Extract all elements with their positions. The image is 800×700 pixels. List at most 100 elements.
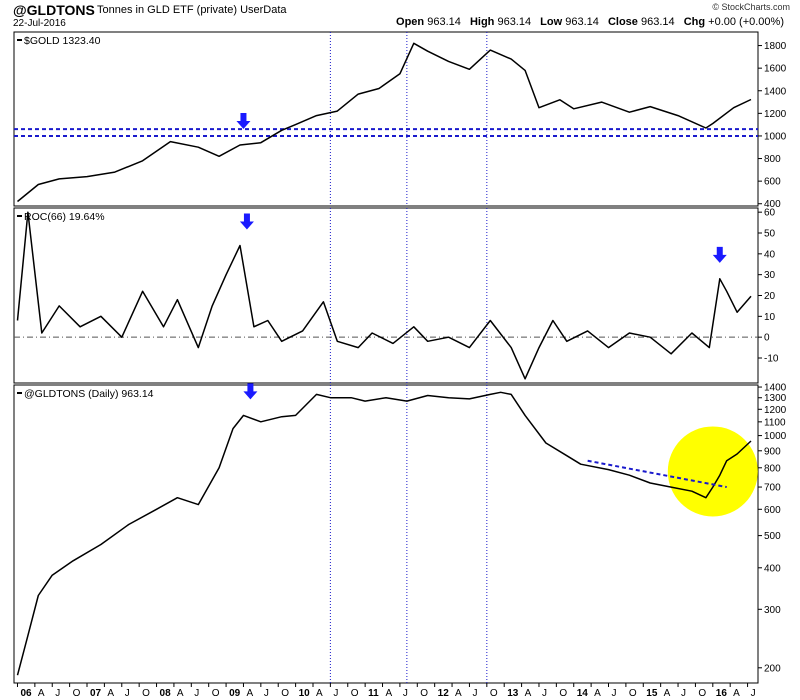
- x-tick-label: O: [73, 688, 81, 699]
- x-tick-label: A: [316, 688, 323, 699]
- panel-3-frame: [13, 384, 759, 684]
- y-tick-label: 10: [764, 312, 776, 323]
- y-tick-label: 20: [764, 291, 776, 302]
- x-tick-label: J: [264, 688, 269, 699]
- trendline: [587, 459, 727, 489]
- y-tick-label: 1100: [764, 417, 786, 428]
- x-tick-label: 12: [438, 688, 450, 699]
- ohlc-readout: Open 963.14 High 963.14 Low 963.14 Close…: [396, 16, 790, 28]
- symbol-title: @GLDTONS: [13, 2, 95, 18]
- x-tick-label: J: [55, 688, 60, 699]
- y-tick-label: 30: [764, 270, 776, 281]
- panel-2-title: ROC(66) 19.64%: [24, 211, 105, 223]
- y-tick-label: 300: [764, 605, 781, 616]
- y-tick-label: 60: [764, 208, 776, 219]
- high-value: 963.14: [497, 16, 532, 28]
- chart-date: 22-Jul-2016: [13, 18, 66, 29]
- x-tick-label: A: [107, 688, 114, 699]
- x-tick-label: A: [177, 688, 184, 699]
- description-text: Tonnes in GLD ETF (private): [97, 4, 237, 16]
- y-tick-label: 200: [764, 663, 781, 674]
- x-tick-label: A: [525, 688, 532, 699]
- x-tick-label: J: [751, 688, 756, 699]
- y-tick-label: 50: [764, 229, 776, 240]
- x-tick-label: O: [212, 688, 220, 699]
- x-tick-label: A: [246, 688, 253, 699]
- y-tick-label: -10: [764, 354, 779, 365]
- x-tick-label: 13: [507, 688, 519, 699]
- x-tick-label: O: [629, 688, 637, 699]
- y-tick-label: 1000: [764, 431, 787, 442]
- y-tick-label: 900: [764, 446, 781, 457]
- chart-header: @GLDTONS Tonnes in GLD ETF (private) Use…: [0, 0, 800, 32]
- down-arrow-icon: [712, 246, 727, 263]
- x-tick-label: A: [594, 688, 601, 699]
- x-tick-label: 09: [229, 688, 241, 699]
- x-tick-label: A: [38, 688, 45, 699]
- panel-1-frame: [13, 31, 759, 207]
- x-tick-label: J: [681, 688, 686, 699]
- high-label: High: [469, 16, 495, 28]
- down-arrow-icon: [236, 112, 251, 129]
- x-tick-label: 15: [646, 688, 658, 699]
- x-tick-label: A: [664, 688, 671, 699]
- x-tick-label: J: [333, 688, 338, 699]
- close-label: Close: [607, 16, 638, 28]
- brand-label: © StockCharts.com: [712, 2, 790, 12]
- x-tick-label: J: [542, 688, 547, 699]
- y-tick-label: 400: [764, 563, 781, 574]
- source-text: UserData: [240, 4, 287, 16]
- x-tick-label: J: [472, 688, 477, 699]
- y-tick-label: 1000: [764, 131, 787, 142]
- x-tick-label: J: [194, 688, 199, 699]
- panel-2-frame: [13, 207, 759, 384]
- y-tick-label: 600: [764, 505, 781, 516]
- panel-1-title: $GOLD 1323.40: [24, 35, 101, 47]
- highlight-circle: [667, 426, 758, 517]
- y-tick-label: 1400: [764, 383, 787, 394]
- y-tick-label: 1400: [764, 86, 787, 97]
- symbol-description: Tonnes in GLD ETF (private) UserData: [97, 4, 287, 16]
- series-line: [16, 211, 752, 380]
- y-tick-label: 1200: [764, 405, 787, 416]
- x-tick-label: 06: [20, 688, 32, 699]
- y-tick-label: 600: [764, 177, 781, 188]
- low-label: Low: [540, 16, 563, 28]
- series-line: [17, 42, 752, 203]
- x-tick-label: 08: [160, 688, 172, 699]
- y-tick-label: 400: [764, 199, 781, 210]
- x-tick-label: J: [403, 688, 408, 699]
- y-tick-label: 500: [764, 531, 781, 542]
- x-tick-label: O: [281, 688, 289, 699]
- x-tick-label: A: [386, 688, 393, 699]
- series-line: [16, 391, 752, 676]
- x-tick-label: J: [125, 688, 130, 699]
- y-tick-label: 1300: [764, 393, 787, 404]
- close-value: 963.14: [640, 16, 675, 28]
- x-tick-label: 16: [716, 688, 728, 699]
- open-label: Open: [396, 16, 425, 28]
- x-tick-label: 14: [577, 688, 589, 699]
- y-tick-label: 800: [764, 463, 781, 474]
- x-tick-label: A: [733, 688, 740, 699]
- y-tick-label: 40: [764, 249, 776, 260]
- low-value: 963.14: [565, 16, 599, 28]
- x-tick-label: 07: [90, 688, 102, 699]
- down-arrow-icon: [243, 383, 258, 400]
- x-tick-label: O: [698, 688, 706, 699]
- x-tick-label: O: [351, 688, 359, 699]
- x-tick-label: O: [490, 688, 498, 699]
- x-tick-label: A: [455, 688, 462, 699]
- panel-3-title: @GLDTONS (Daily) 963.14: [24, 388, 154, 400]
- chg-value: +0.00 (+0.00%): [708, 16, 784, 28]
- down-arrow-icon: [239, 213, 254, 230]
- y-tick-label: 0: [764, 333, 770, 344]
- x-tick-label: 11: [368, 688, 379, 699]
- chg-label: Chg: [683, 16, 706, 28]
- x-tick-label: J: [612, 688, 617, 699]
- y-tick-label: 1600: [764, 64, 787, 75]
- y-tick-label: 1800: [764, 41, 787, 52]
- y-tick-label: 1200: [764, 109, 787, 120]
- y-tick-label: 700: [764, 483, 781, 494]
